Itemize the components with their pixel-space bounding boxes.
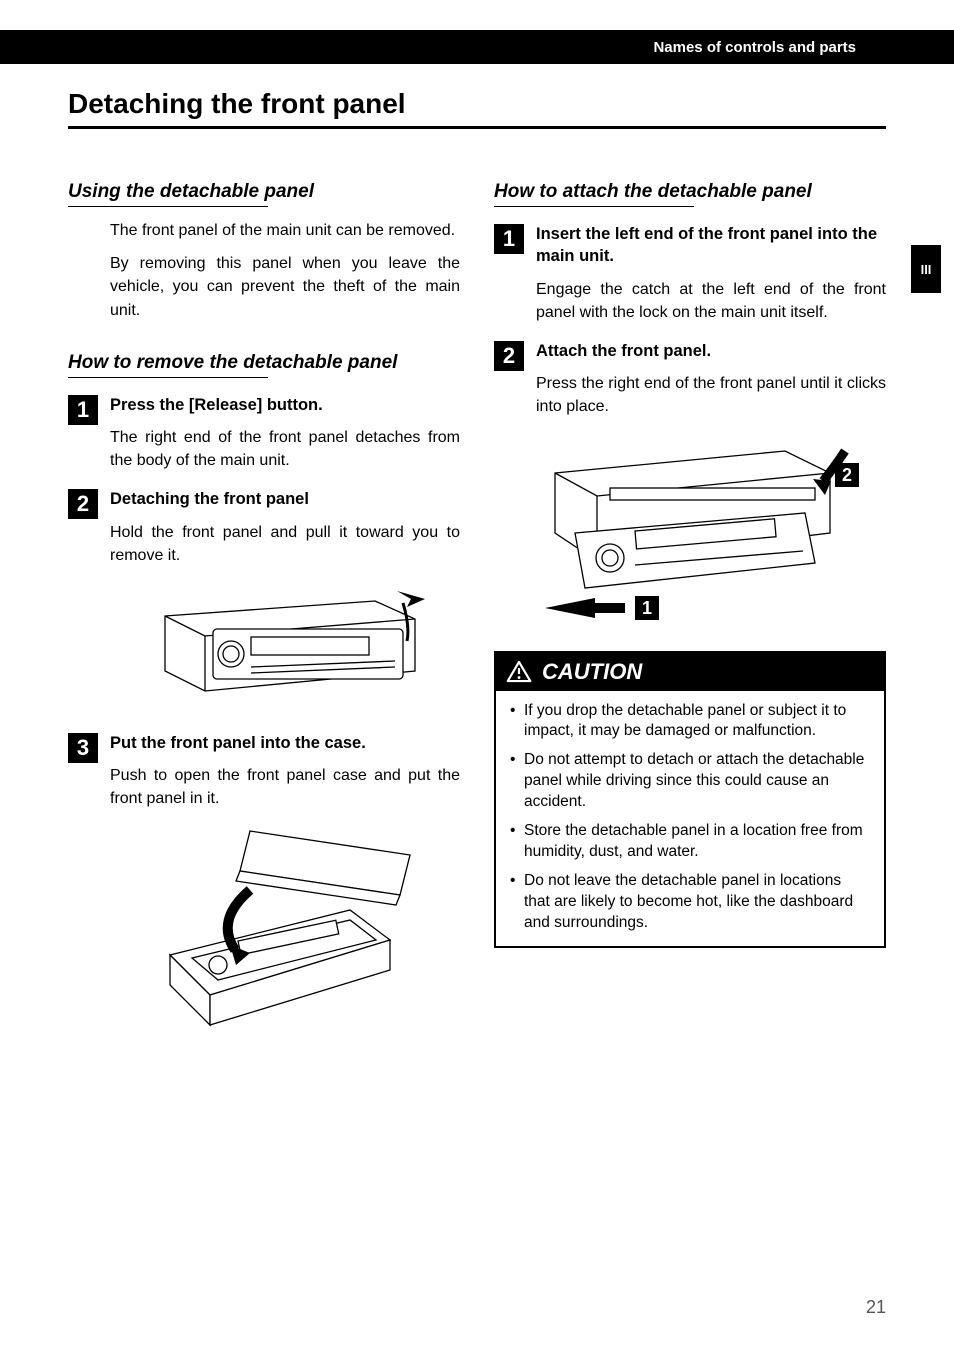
step-title: Put the front panel into the case. <box>110 732 460 754</box>
heading-remove: How to remove the detachable panel <box>68 352 460 374</box>
warning-icon <box>506 660 532 683</box>
columns: Using the detachable panel The front pan… <box>68 151 886 1049</box>
heading-attach-rule <box>494 206 694 207</box>
caution-item: •Do not attempt to detach or attach the … <box>510 750 870 813</box>
heading-remove-rule <box>68 377 268 378</box>
figure-detach <box>110 581 460 716</box>
heading-attach: How to attach the detachable panel <box>494 181 886 203</box>
callout-1: 1 <box>642 598 652 618</box>
using-para-1: The front panel of the main unit can be … <box>110 219 460 242</box>
left-column: Using the detachable panel The front pan… <box>68 151 460 1049</box>
side-tab: III <box>911 245 941 293</box>
step-body: Press the [Release] button. The right en… <box>110 394 460 473</box>
step-title: Attach the front panel. <box>536 340 886 362</box>
step-text: Engage the catch at the left end of the … <box>536 278 886 324</box>
step-number: 2 <box>68 489 98 519</box>
remove-step-2: 2 Detaching the front panel Hold the fro… <box>68 488 460 567</box>
step-body: Insert the left end of the front panel i… <box>536 223 886 324</box>
caution-item: •Store the detachable panel in a locatio… <box>510 821 870 863</box>
step-number: 3 <box>68 733 98 763</box>
using-para-2: By removing this panel when you leave th… <box>110 252 460 322</box>
step-number: 1 <box>494 224 524 254</box>
step-number: 1 <box>68 395 98 425</box>
caution-title: CAUTION <box>542 659 642 685</box>
step-body: Put the front panel into the case. Push … <box>110 732 460 811</box>
right-column: How to attach the detachable panel 1 Ins… <box>494 151 886 1049</box>
caution-item: •If you drop the detachable panel or sub… <box>510 701 870 743</box>
step-text: Hold the front panel and pull it toward … <box>110 521 460 567</box>
title-rule <box>68 126 886 129</box>
step-text: Push to open the front panel case and pu… <box>110 764 460 810</box>
step-title: Detaching the front panel <box>110 488 460 510</box>
attach-step-2: 2 Attach the front panel. Press the righ… <box>494 340 886 419</box>
heading-using-rule <box>68 206 268 207</box>
callout-2: 2 <box>842 465 852 485</box>
case-illustration <box>140 825 430 1045</box>
attach-step-1: 1 Insert the left end of the front panel… <box>494 223 886 324</box>
header-bar: Names of controls and parts <box>0 30 954 64</box>
caution-item: •Do not leave the detachable panel in lo… <box>510 871 870 934</box>
remove-step-3: 3 Put the front panel into the case. Pus… <box>68 732 460 811</box>
heading-using: Using the detachable panel <box>68 181 460 203</box>
step-title: Insert the left end of the front panel i… <box>536 223 886 268</box>
header-category: Names of controls and parts <box>653 39 856 56</box>
step-number: 2 <box>494 341 524 371</box>
caution-header: CAUTION <box>496 653 884 691</box>
remove-step-1: 1 Press the [Release] button. The right … <box>68 394 460 473</box>
step-text: The right end of the front panel detache… <box>110 426 460 472</box>
caution-box: CAUTION •If you drop the detachable pane… <box>494 651 886 948</box>
side-tab-label: III <box>921 262 932 277</box>
step-body: Detaching the front panel Hold the front… <box>110 488 460 567</box>
caution-list: •If you drop the detachable panel or sub… <box>496 691 884 946</box>
step-text: Press the right end of the front panel u… <box>536 372 886 418</box>
step-title: Press the [Release] button. <box>110 394 460 416</box>
figure-case <box>110 825 460 1045</box>
page-content: Detaching the front panel Using the deta… <box>68 88 886 1049</box>
step-body: Attach the front panel. Press the right … <box>536 340 886 419</box>
attach-illustration: 2 1 <box>515 433 865 633</box>
detach-illustration <box>135 581 435 716</box>
page-title: Detaching the front panel <box>68 88 886 120</box>
figure-attach: 2 1 <box>494 433 886 633</box>
page-number: 21 <box>866 1297 886 1318</box>
